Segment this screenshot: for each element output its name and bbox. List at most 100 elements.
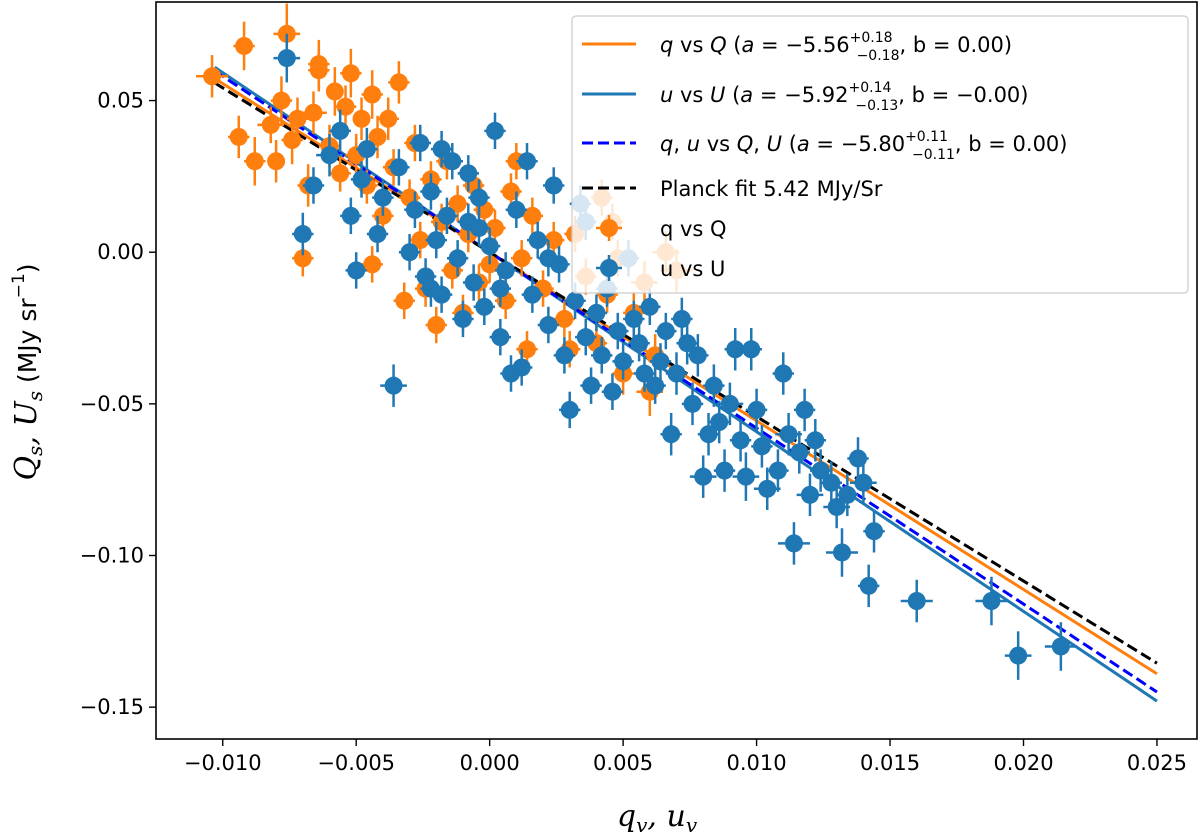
point-u-vs-U bbox=[772, 352, 794, 395]
point-q-vs-Q bbox=[511, 240, 533, 277]
point-u-vs-U bbox=[473, 288, 495, 326]
legend-entry-planck: Planck fit 5.42 MJy/Sr bbox=[660, 177, 883, 201]
point-u-vs-U bbox=[804, 419, 826, 462]
point-u-vs-U bbox=[388, 149, 410, 186]
point-u-vs-U bbox=[484, 112, 506, 150]
point-u-vs-U bbox=[452, 300, 474, 338]
point-u-vs-U bbox=[863, 510, 885, 553]
point-u-vs-U bbox=[302, 167, 325, 204]
x-tick-label: −0.010 bbox=[184, 751, 262, 775]
point-u-vs-U bbox=[649, 343, 672, 380]
point-u-vs-U bbox=[740, 328, 762, 371]
point-u-vs-U bbox=[462, 264, 485, 301]
point-u-vs-U bbox=[745, 388, 768, 432]
point-u-vs-U bbox=[900, 579, 933, 623]
point-q-vs-Q bbox=[368, 115, 387, 159]
point-u-vs-U bbox=[708, 400, 730, 444]
y-tick-label: −0.15 bbox=[80, 695, 144, 719]
point-u-vs-U bbox=[823, 485, 850, 529]
x-tick-label: −0.005 bbox=[317, 751, 395, 775]
point-u-vs-U bbox=[687, 334, 709, 377]
x-tick-label: 0.015 bbox=[860, 751, 920, 775]
point-u-vs-U bbox=[858, 564, 880, 608]
y-axis: 0.05 0.00 −0.05 −0.10 −0.15 bbox=[80, 89, 156, 719]
point-u-vs-U bbox=[500, 355, 522, 392]
point-u-vs-U bbox=[697, 412, 720, 456]
x-tick-label: 0.005 bbox=[593, 751, 653, 775]
point-u-vs-U bbox=[553, 337, 576, 374]
point-u-vs-U bbox=[457, 155, 479, 192]
point-u-vs-U bbox=[446, 240, 469, 277]
legend: q vs Q (a = −5.56+0.18 −0.18, b = 0.00) u… bbox=[571, 15, 1189, 294]
point-u-vs-U bbox=[292, 212, 314, 256]
point-u-vs-U bbox=[468, 179, 490, 216]
point-u-vs-U bbox=[380, 364, 407, 407]
point-u-vs-U bbox=[580, 367, 602, 404]
point-u-vs-U bbox=[1004, 631, 1032, 680]
point-q-vs-Q bbox=[352, 97, 371, 140]
y-tick-label: 0.05 bbox=[97, 89, 144, 113]
point-u-vs-U bbox=[489, 318, 512, 356]
legend-box bbox=[571, 15, 1189, 294]
point-u-vs-U bbox=[420, 270, 442, 307]
legend-entry-q-vs-Q-points: q vs Q bbox=[660, 217, 727, 241]
point-u-vs-U bbox=[356, 127, 378, 171]
point-u-vs-U bbox=[559, 391, 581, 429]
fit-line-u-vs-U-fit bbox=[213, 66, 1158, 703]
point-u-vs-U bbox=[775, 412, 802, 456]
point-q-vs-Q bbox=[270, 76, 293, 125]
point-u-vs-U bbox=[975, 576, 1008, 626]
point-u-vs-U bbox=[729, 419, 752, 462]
point-u-vs-U bbox=[505, 191, 528, 228]
point-u-vs-U bbox=[350, 161, 373, 198]
point-u-vs-U bbox=[468, 209, 490, 247]
legend-marker-u-vs-U bbox=[596, 255, 622, 281]
point-u-vs-U bbox=[825, 528, 859, 577]
point-u-vs-U bbox=[655, 312, 677, 350]
point-q-vs-Q bbox=[196, 55, 229, 98]
y-tick-label: −0.10 bbox=[80, 544, 144, 568]
point-u-vs-U bbox=[788, 431, 810, 474]
point-u-vs-U bbox=[676, 321, 698, 365]
x-tick-label: 0.000 bbox=[460, 751, 520, 775]
point-u-vs-U bbox=[372, 179, 394, 216]
point-q-vs-Q bbox=[292, 240, 314, 277]
point-u-vs-U bbox=[716, 382, 744, 426]
point-u-vs-U bbox=[689, 455, 717, 498]
y-tick-label: 0.00 bbox=[97, 240, 144, 264]
point-u-vs-U bbox=[489, 270, 512, 307]
point-u-vs-U bbox=[607, 312, 629, 350]
point-u-vs-U bbox=[575, 318, 597, 356]
point-u-vs-U bbox=[425, 221, 447, 259]
point-u-vs-U bbox=[623, 300, 645, 338]
point-u-vs-U bbox=[660, 412, 682, 456]
x-axis: −0.010 −0.005 0.000 0.005 0.010 0.015 0.020 0.0… bbox=[184, 739, 1187, 775]
point-u-vs-U bbox=[537, 240, 560, 277]
point-u-vs-U bbox=[644, 367, 666, 404]
point-u-vs-U bbox=[398, 234, 421, 271]
point-u-vs-U bbox=[850, 461, 877, 504]
y-tick-label: −0.05 bbox=[80, 392, 144, 416]
point-u-vs-U bbox=[340, 197, 362, 235]
y-axis-label: Qs, Us(MJy sr−1) bbox=[9, 263, 47, 480]
point-u-vs-U bbox=[543, 167, 565, 204]
point-u-vs-U bbox=[478, 227, 501, 265]
x-tick-label: 0.010 bbox=[727, 751, 787, 775]
point-u-vs-U bbox=[753, 467, 781, 511]
point-q-vs-Q bbox=[553, 300, 576, 338]
point-u-vs-U bbox=[366, 215, 389, 253]
point-u-vs-U bbox=[273, 33, 301, 83]
point-u-vs-U bbox=[409, 124, 431, 162]
legend-entry-u-vs-U-points: u vs U bbox=[660, 257, 725, 281]
point-u-vs-U bbox=[793, 388, 816, 432]
fit-line-q-vs-Q-fit bbox=[213, 77, 1158, 676]
point-u-vs-U bbox=[585, 294, 608, 332]
legend-entry-u-vs-U: u vs U (a = −5.92+0.14 −0.13, b = −0.00) bbox=[660, 80, 1029, 114]
x-axis-label: qv, uv bbox=[617, 799, 698, 833]
point-u-vs-U bbox=[796, 473, 824, 517]
point-q-vs-Q bbox=[308, 39, 330, 89]
point-q-vs-Q bbox=[377, 97, 399, 140]
point-u-vs-U bbox=[639, 288, 661, 326]
point-u-vs-U bbox=[809, 449, 832, 492]
plot-frame bbox=[155, 1, 1198, 740]
